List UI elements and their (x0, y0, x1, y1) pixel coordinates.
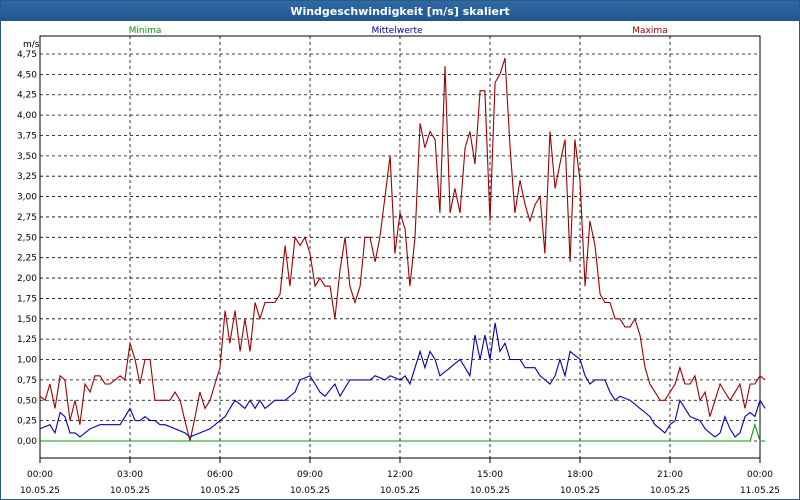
x-tick-time: 12:00 (387, 470, 413, 480)
x-tick-time: 06:00 (207, 470, 233, 480)
x-tick-time: 00:00 (747, 470, 773, 480)
x-tick-time: 18:00 (567, 470, 593, 480)
window-title: Windgeschwindigkeit [m/s] skaliert (1, 1, 799, 21)
y-tick-label: 2,25 (17, 254, 37, 264)
y-tick-label: 0,50 (17, 396, 37, 406)
y-tick-label: 0,75 (17, 376, 37, 386)
x-tick-date: 10.05.25 (110, 486, 150, 496)
y-tick-label: 0,00 (17, 437, 37, 447)
x-tick-date: 10.05.25 (20, 486, 60, 496)
x-tick-time: 03:00 (117, 470, 143, 480)
x-tick-date: 10.05.25 (650, 486, 690, 496)
legend-mittelwerte: Mittelwerte (371, 26, 422, 36)
y-tick-label: 1,75 (17, 294, 37, 304)
y-tick-label: 3,00 (17, 193, 37, 203)
legend-minima: Minima (129, 26, 162, 36)
x-tick-date: 10.05.25 (290, 486, 330, 496)
y-tick-label: 3,25 (17, 172, 37, 182)
x-tick-time: 21:00 (657, 470, 683, 480)
x-tick-date: 11.05.25 (740, 486, 780, 496)
x-tick-time: 00:00 (27, 470, 53, 480)
y-axis-unit: m/s (23, 40, 40, 50)
y-tick-label: 0,25 (17, 417, 37, 427)
y-tick-label: 3,50 (17, 152, 37, 162)
y-tick-label: 2,00 (17, 274, 37, 284)
x-tick-date: 10.05.25 (200, 486, 240, 496)
y-tick-label: 4,00 (17, 111, 37, 121)
x-tick-time: 09:00 (297, 470, 323, 480)
y-tick-label: 1,50 (17, 315, 37, 325)
y-tick-label: 1,00 (17, 356, 37, 366)
y-tick-label: 4,25 (17, 91, 37, 101)
x-tick-time: 15:00 (477, 470, 503, 480)
y-tick-label: 2,75 (17, 213, 37, 223)
x-tick-date: 10.05.25 (470, 486, 510, 496)
y-tick-label: 2,50 (17, 233, 37, 243)
x-tick-date: 10.05.25 (560, 486, 600, 496)
y-tick-label: 4,75 (17, 50, 37, 60)
x-tick-date: 10.05.25 (380, 486, 420, 496)
y-tick-label: 1,25 (17, 335, 37, 345)
y-tick-label: 4,50 (17, 70, 37, 80)
series-mittelwerte-line (39, 322, 766, 438)
legend-maxima: Maxima (632, 26, 667, 36)
y-tick-label: 3,75 (17, 131, 37, 141)
series-maxima-line (39, 57, 766, 442)
series-minima-line (40, 422, 766, 442)
